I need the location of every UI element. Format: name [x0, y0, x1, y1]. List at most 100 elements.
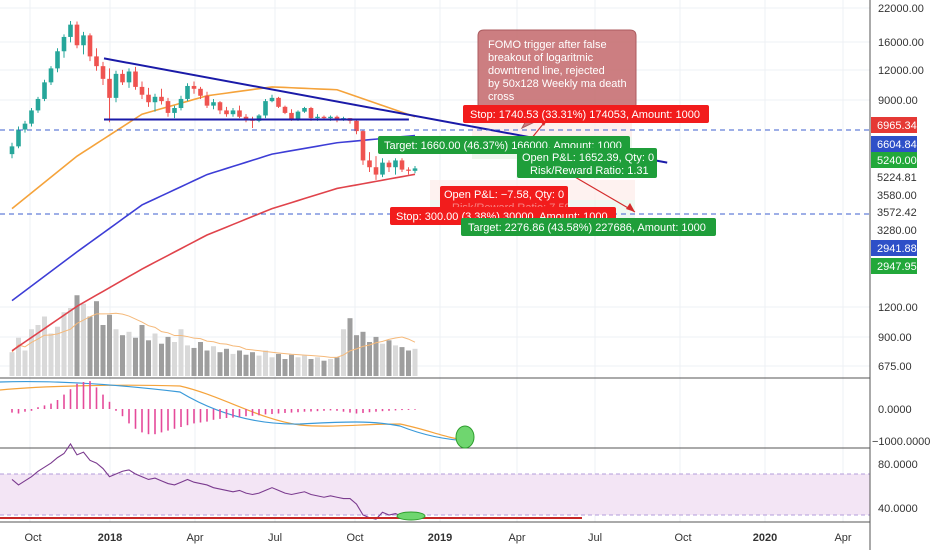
candle-body-27: [185, 85, 190, 99]
candle-body-4: [35, 98, 41, 111]
position-2-pnl-label: Open P&L: −7.58, Qty: 0: [444, 189, 564, 201]
volume-bar-42: [282, 359, 288, 376]
price-badge-1: 6604.84: [877, 139, 917, 151]
volume-bar-55: [367, 342, 372, 376]
annotation-line-2: downtrend line, rejected: [488, 65, 605, 77]
candle-body-55: [367, 160, 372, 168]
volume-bar-54: [360, 331, 366, 376]
volume-bar-17: [120, 335, 125, 376]
volume-bar-35: [237, 350, 242, 376]
volume-bar-1: [16, 337, 21, 376]
candle-body-12: [87, 35, 93, 57]
volume-bar-24: [165, 336, 171, 376]
time-tick-9: 2020: [753, 532, 777, 544]
time-tick-0: Oct: [24, 532, 41, 544]
candle-body-22: [152, 96, 158, 103]
volume-bar-46: [308, 359, 314, 376]
candle-body-61: [406, 169, 411, 171]
candle-body-39: [263, 101, 268, 116]
position-labels[interactable]: Stop: 1740.53 (33.31%) 174053, Amount: 1…: [378, 105, 716, 236]
volume-ma-line: [11, 312, 416, 358]
price-tick-4: 1200.00: [878, 302, 918, 314]
rsi-tick-0: 80.0000: [878, 459, 918, 471]
position-2-target-label-box: [461, 218, 716, 236]
volume-bar-21: [146, 340, 151, 376]
price-axis-background: [870, 0, 932, 550]
position-1-pnl-box: [517, 148, 657, 178]
volume-bar-51: [341, 329, 346, 376]
candle-body-40: [269, 97, 275, 102]
volume-bar-14: [100, 325, 106, 376]
volume-bar-49: [328, 359, 333, 376]
rsi-pane[interactable]: [0, 442, 870, 521]
candle-body-50: [334, 116, 340, 120]
time-axis[interactable]: Oct 2018 Apr Jul Oct 2019 Apr Jul Oct 2020 Apr: [24, 532, 851, 544]
volume-bar-10: [74, 295, 80, 376]
candle-body-7: [55, 51, 60, 69]
volume-bar-15: [107, 314, 112, 376]
rsi-line: [11, 442, 416, 520]
candle-body-8: [61, 36, 67, 52]
grid: [0, 0, 870, 522]
volume-bar-56: [373, 336, 379, 376]
volume-bar-43: [289, 354, 294, 376]
candle-body-14: [100, 66, 106, 79]
candle-body-56: [373, 167, 379, 175]
price-badge-box-8: [871, 258, 917, 274]
candle-body-35: [237, 110, 242, 117]
candle-body-54: [360, 131, 366, 161]
volume-bar-6: [48, 333, 54, 376]
volume-bar-59: [393, 345, 398, 376]
volume-bar-27: [185, 345, 190, 376]
time-tick-4: Oct: [346, 532, 363, 544]
candle-body-33: [224, 110, 229, 115]
rsi-band: [0, 474, 870, 515]
macd-tick-0: 0.0000: [878, 404, 912, 416]
position-1-stop-label-box: [463, 105, 709, 123]
price-badge-box-4: [871, 187, 917, 203]
price-tick-2: 12000.00: [878, 65, 924, 77]
time-tick-5: 2019: [428, 532, 452, 544]
annotation-line-0: FOMO trigger after false: [488, 39, 607, 51]
volume-bar-8: [61, 312, 67, 376]
price-axis[interactable]: 22000.00 16000.00 12000.00 9000.00 1200.00 90…: [878, 3, 924, 373]
position-1-pnl-label: Open P&L: 1652.39, Qty: 0: [522, 152, 654, 164]
price-badge-box-1: [871, 136, 917, 152]
price-badge-3: 5224.81: [877, 172, 917, 184]
volume-bar-45: [302, 355, 307, 376]
candle-body-48: [321, 116, 327, 119]
candle-body-9: [68, 24, 73, 37]
candle-body-26: [178, 98, 184, 109]
volume-bar-30: [204, 350, 210, 376]
candle-body-13: [94, 56, 99, 67]
position-2-target-label: Target: 2276.86 (43.58%) 227686, Amount:…: [468, 222, 706, 234]
volume-bar-39: [263, 350, 268, 376]
macd-pane[interactable]: [0, 381, 475, 449]
volume-bar-61: [406, 350, 411, 376]
candle-body-25: [172, 108, 177, 113]
volume-bar-20: [139, 325, 145, 376]
candle-body-32: [217, 102, 223, 111]
candle-body-24: [165, 101, 171, 113]
candle-body-59: [393, 160, 398, 168]
candle-body-1: [16, 129, 21, 147]
position-1-stop-label: Stop: 1740.53 (33.31%) 174053, Amount: 1…: [470, 109, 700, 121]
price-tick-3: 9000.00: [878, 95, 918, 107]
price-tick-6: 675.00: [878, 361, 912, 373]
price-badge-box-2: [871, 152, 917, 168]
volume-bar-7: [55, 326, 60, 376]
volume-bar-32: [217, 352, 223, 376]
annotation-line-4: cross: [488, 91, 515, 103]
price-badge-box-0: [871, 117, 917, 133]
macd-tick-1: −1000.0000: [872, 436, 930, 448]
candle-body-57: [380, 162, 385, 175]
price-badge-6: 3280.00: [877, 225, 917, 237]
volume-bar-11: [81, 303, 86, 376]
price-badges: 6965.34 6604.84 5240.00 5224.81 3580.00 3572.…: [871, 117, 917, 274]
time-tick-3: Jul: [268, 532, 282, 544]
volume-bar-41: [276, 353, 281, 376]
candle-body-21: [146, 94, 151, 103]
candle-body-20: [139, 86, 145, 95]
